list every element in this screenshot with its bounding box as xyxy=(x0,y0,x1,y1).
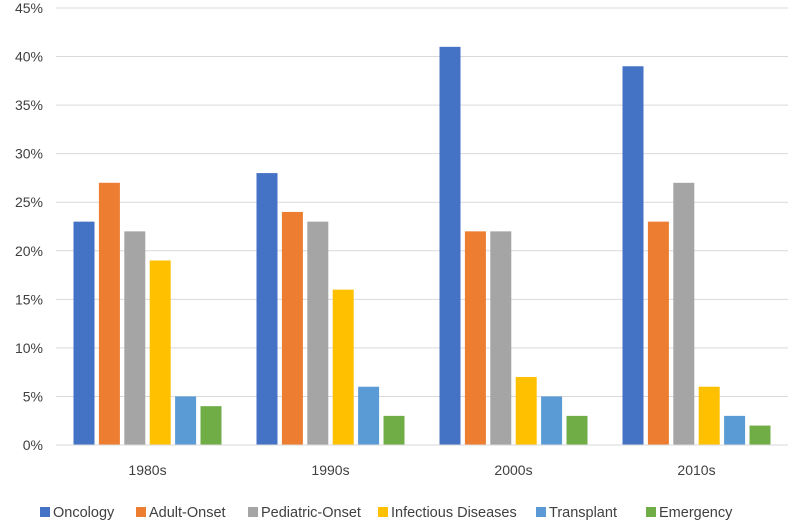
legend-swatch xyxy=(378,507,388,517)
bar-pediatric-onset-2000s xyxy=(490,231,512,445)
legend-item: Adult-Onset xyxy=(136,505,226,521)
x-tick-label: 1990s xyxy=(311,462,349,478)
y-axis: 0% 5% 10% 15% 20% 25% 30% 35% 40% 45% xyxy=(15,0,43,453)
bar-emergency-1980s xyxy=(200,406,222,445)
y-tick-label: 5% xyxy=(23,388,43,404)
bar-adult-onset-1980s xyxy=(98,182,120,446)
x-tick-label: 2000s xyxy=(494,462,532,478)
bar-emergency-2000s xyxy=(566,415,588,445)
legend-label: Pediatric-Onset xyxy=(261,505,361,521)
bars xyxy=(73,46,771,446)
bar-infectious-diseases-2000s xyxy=(515,377,537,445)
bar-pediatric-onset-1990s xyxy=(307,221,329,445)
y-tick-label: 35% xyxy=(15,97,43,113)
y-tick-label: 40% xyxy=(15,49,43,65)
legend-item: Oncology xyxy=(40,505,115,521)
bar-adult-onset-1990s xyxy=(281,211,303,445)
legend-swatch xyxy=(40,507,50,517)
bar-oncology-2000s xyxy=(439,46,461,445)
y-tick-label: 10% xyxy=(15,340,43,356)
legend-swatch xyxy=(536,507,546,517)
legend-label: Transplant xyxy=(549,505,617,521)
legend-item: Transplant xyxy=(536,505,617,521)
bar-infectious-diseases-2010s xyxy=(698,386,720,445)
bar-oncology-1980s xyxy=(73,221,95,445)
bar-transplant-2010s xyxy=(724,415,746,445)
bar-emergency-2010s xyxy=(749,425,771,445)
bar-transplant-1990s xyxy=(358,386,380,445)
bar-pediatric-onset-2010s xyxy=(673,182,695,446)
bar-infectious-diseases-1990s xyxy=(332,289,354,445)
legend-item: Emergency xyxy=(646,505,733,521)
y-tick-label: 20% xyxy=(15,243,43,259)
legend-item: Infectious Diseases xyxy=(378,505,517,521)
bar-adult-onset-2010s xyxy=(647,221,669,445)
bar-oncology-2010s xyxy=(622,66,644,446)
y-tick-label: 25% xyxy=(15,194,43,210)
bar-transplant-2000s xyxy=(541,396,563,445)
bar-oncology-1990s xyxy=(256,173,278,446)
x-tick-label: 1980s xyxy=(128,462,166,478)
x-tick-label: 2010s xyxy=(677,462,715,478)
legend-label: Emergency xyxy=(659,505,733,521)
y-tick-label: 0% xyxy=(23,437,43,453)
bar-emergency-1990s xyxy=(383,415,405,445)
legend-swatch xyxy=(136,507,146,517)
gridlines xyxy=(56,7,788,397)
legend-swatch xyxy=(646,507,656,517)
legend-item: Pediatric-Onset xyxy=(248,505,361,521)
legend-label: Oncology xyxy=(53,505,115,521)
bar-transplant-1980s xyxy=(175,396,197,445)
y-tick-label: 45% xyxy=(15,0,43,16)
bar-infectious-diseases-1980s xyxy=(149,260,171,445)
y-tick-label: 15% xyxy=(15,291,43,307)
legend-swatch xyxy=(248,507,258,517)
bar-pediatric-onset-1980s xyxy=(124,231,146,445)
legend-label: Infectious Diseases xyxy=(391,505,517,521)
y-tick-label: 30% xyxy=(15,146,43,162)
legend: Oncology Adult-Onset Pediatric-Onset Infect… xyxy=(40,505,733,521)
legend-label: Adult-Onset xyxy=(149,505,226,521)
x-axis: 1980s 1990s 2000s 2010s xyxy=(128,462,715,478)
bar-adult-onset-2000s xyxy=(464,231,486,445)
